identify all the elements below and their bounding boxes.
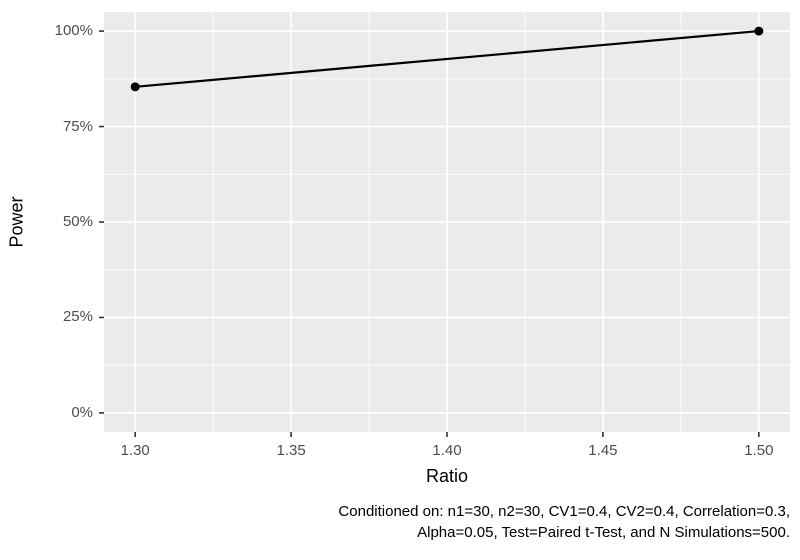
x-axis-title: Ratio bbox=[425, 466, 469, 486]
y-axis-title: Power bbox=[6, 196, 27, 248]
x-tick-label: 1.30 bbox=[120, 442, 150, 459]
plot-panel bbox=[99, 12, 790, 437]
x-tick-label: 1.35 bbox=[276, 442, 306, 459]
series-line bbox=[135, 29, 759, 88]
x-tick-label: 1.50 bbox=[744, 442, 774, 459]
y-tick-label: 100% bbox=[54, 22, 93, 40]
data-point bbox=[754, 26, 764, 36]
x-tick-label: 1.40 bbox=[432, 442, 462, 459]
plot-caption: Conditioned on: n1=30, n2=30, CV1=0.4, C… bbox=[338, 501, 790, 543]
y-tick-label: 75% bbox=[62, 117, 93, 135]
y-tick-label: 0% bbox=[71, 403, 93, 421]
y-tick-label: 50% bbox=[62, 213, 93, 230]
caption-line-1: Conditioned on: n1=30, n2=30, CV1=0.4, C… bbox=[338, 503, 790, 520]
y-tick-label: 25% bbox=[62, 308, 93, 326]
data-point bbox=[130, 82, 140, 92]
caption-line-2: Alpha=0.05, Test=Paired t-Test, and N Si… bbox=[417, 524, 790, 541]
x-tick-label: 1.45 bbox=[588, 442, 618, 459]
